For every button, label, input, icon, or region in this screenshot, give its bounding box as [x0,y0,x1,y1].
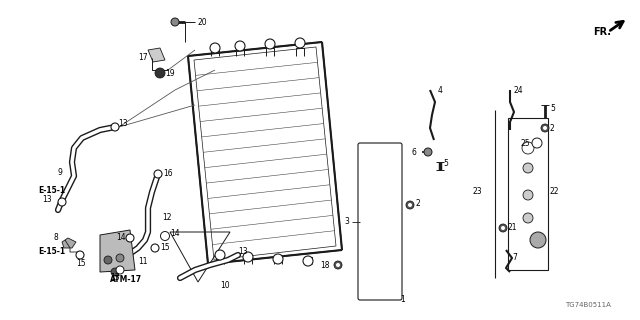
Circle shape [424,148,432,156]
Text: 6: 6 [411,148,416,156]
Text: ATM-17: ATM-17 [110,276,142,284]
Text: 2: 2 [415,199,420,209]
Text: 21: 21 [508,223,518,233]
Circle shape [116,254,124,262]
Text: 24: 24 [513,85,523,94]
Text: 25: 25 [520,139,530,148]
Circle shape [161,231,170,241]
Text: 13: 13 [238,247,248,257]
Text: 23: 23 [472,188,482,196]
Circle shape [523,213,533,223]
Circle shape [155,68,165,78]
Circle shape [336,263,340,267]
Text: 1: 1 [400,295,404,305]
Text: 14: 14 [170,229,180,238]
Circle shape [171,18,179,26]
Circle shape [104,256,112,264]
Circle shape [265,39,275,49]
Text: 22: 22 [550,188,559,196]
Text: 10: 10 [220,282,230,291]
Circle shape [243,252,253,262]
Circle shape [522,142,534,154]
Circle shape [111,268,119,276]
Circle shape [532,138,542,148]
Text: FR.: FR. [593,27,611,37]
Text: 5: 5 [550,103,555,113]
Text: 8: 8 [54,234,59,243]
Circle shape [210,43,220,53]
Circle shape [111,123,119,131]
FancyBboxPatch shape [358,143,402,300]
Circle shape [541,124,549,132]
Text: 15: 15 [76,259,86,268]
Circle shape [116,266,124,274]
Circle shape [334,261,342,269]
Circle shape [273,254,283,264]
Circle shape [76,251,84,259]
Polygon shape [62,238,76,248]
Circle shape [408,203,412,207]
Circle shape [295,38,305,48]
Text: 7: 7 [512,253,517,262]
Text: 11: 11 [138,258,147,267]
Text: 5: 5 [443,158,448,167]
Text: 13: 13 [118,118,127,127]
Text: 20: 20 [198,18,207,27]
Text: 19: 19 [165,68,175,77]
Circle shape [215,250,225,260]
Circle shape [303,256,313,266]
Polygon shape [188,42,342,264]
Circle shape [523,163,533,173]
Text: 2: 2 [550,124,555,132]
Circle shape [406,201,414,209]
Circle shape [154,170,162,178]
Circle shape [523,190,533,200]
Text: 15: 15 [160,243,170,252]
Text: 13: 13 [110,274,120,283]
Text: 3: 3 [344,218,349,227]
Circle shape [126,234,134,242]
Text: TG74B0511A: TG74B0511A [565,302,611,308]
Text: 14: 14 [116,233,125,242]
Text: 17: 17 [138,52,148,61]
Polygon shape [100,230,135,272]
Polygon shape [508,118,548,270]
Circle shape [58,198,66,206]
Circle shape [543,126,547,130]
Circle shape [501,226,505,230]
Text: 16: 16 [163,169,173,178]
Polygon shape [148,48,165,62]
Text: 9: 9 [58,167,63,177]
Text: 4: 4 [438,85,443,94]
Polygon shape [194,47,336,260]
Circle shape [530,232,546,248]
Text: 12: 12 [162,213,172,222]
Circle shape [151,244,159,252]
Circle shape [235,41,245,51]
Text: 18: 18 [321,260,330,269]
Text: E-15-1: E-15-1 [38,247,65,257]
Circle shape [499,224,507,232]
Text: E-15-1: E-15-1 [38,186,65,195]
Text: 13: 13 [42,196,52,204]
